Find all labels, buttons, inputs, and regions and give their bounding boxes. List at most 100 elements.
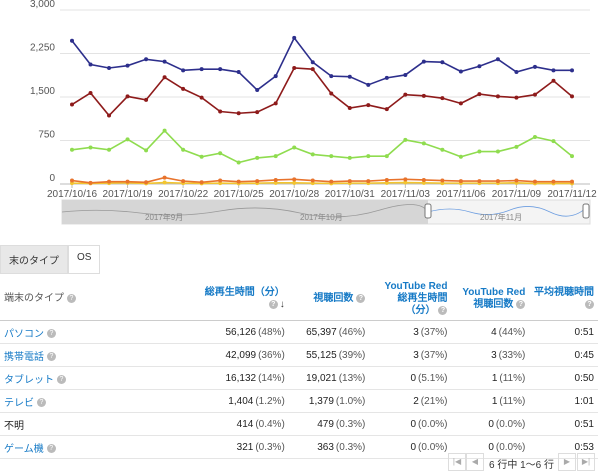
last-page-button[interactable]: ▶| (577, 453, 595, 471)
data-point (236, 160, 241, 165)
data-point (495, 179, 500, 184)
data-point (273, 177, 278, 182)
x-tick-label: 2017/10/31 (325, 189, 375, 200)
cell-percent: (1.2%) (255, 395, 285, 407)
data-point (255, 155, 260, 160)
cell-percent: (0.3%) (335, 441, 366, 453)
table-row: タブレット? 16,132 (14%) 19,021 (13%) 0 (5.1%) 1 (11%… (0, 366, 598, 390)
cell: 479 (0.3%) (288, 412, 370, 436)
data-point (477, 149, 482, 154)
data-point (310, 152, 315, 157)
data-point (107, 113, 112, 118)
data-point (403, 137, 408, 142)
page-info: 6 行中 1～6 行 (489, 460, 555, 471)
y-tick-label: 3,000 (30, 0, 55, 10)
row-label[interactable]: テレビ? (0, 389, 196, 413)
cell-value: 479 (317, 418, 334, 430)
navigator-line (61, 204, 429, 218)
data-point (144, 97, 149, 102)
cell-value: 321 (236, 441, 254, 453)
navigator: 2017年9月 2017年10月 2017年11月 (61, 199, 591, 225)
data-point (70, 147, 74, 152)
cell: 363 (0.3%) (288, 435, 370, 459)
row-label: 不明 (0, 412, 196, 436)
cell-percent: (13%) (338, 372, 366, 384)
data-point (70, 38, 74, 43)
header-text: YouTube Red 視聴回数 (462, 287, 526, 310)
data-point (144, 180, 149, 185)
cell: 1,404 (1.2%) (195, 389, 289, 413)
cell-percent: (0.0%) (495, 441, 526, 453)
column-header[interactable]: 総再生時間（分）? ↓ (195, 278, 289, 321)
cell-value: 0 (410, 441, 417, 453)
next-page-button[interactable]: ▶ (558, 453, 576, 471)
data-point (421, 141, 426, 146)
data-point (125, 63, 130, 68)
help-icon: ? (57, 375, 66, 385)
data-point (366, 103, 371, 108)
x-tick-label: 2017/10/22 (158, 189, 208, 200)
data-point (458, 101, 463, 106)
cell-value: 1:01 (574, 395, 594, 407)
row-label[interactable]: パソコン? (0, 320, 196, 344)
data-point (218, 109, 223, 114)
data-point (570, 94, 574, 99)
column-header[interactable]: 平均視聴時間? (529, 278, 598, 321)
cell-percent: (0.0%) (418, 418, 448, 430)
data-point (403, 177, 408, 182)
tab[interactable]: OS (68, 245, 101, 274)
data-point (570, 154, 574, 159)
table-row: パソコン? 56,126 (48%) 65,397 (46%) 3 (37%) 4 (44%) 0… (0, 320, 598, 344)
row-label[interactable]: ゲーム機? (0, 435, 196, 459)
header-text: 端末のタイプ (4, 293, 64, 304)
data-point (88, 90, 93, 95)
data-point (310, 178, 315, 183)
column-header[interactable]: 視聴回数? (288, 278, 370, 321)
cell: 2 (21%) (369, 389, 452, 413)
data-point (107, 179, 112, 184)
data-point (292, 66, 297, 70)
data-point (255, 88, 260, 93)
column-header[interactable]: YouTube Red 総再生時間（分）? (369, 278, 452, 321)
data-point (199, 180, 204, 185)
row-label[interactable]: 携帯電話? (0, 343, 196, 367)
data-point (384, 107, 389, 112)
prev-page-button[interactable]: ◀ (466, 453, 484, 471)
tab[interactable]: 末のタイプ (0, 245, 68, 274)
data-point (421, 93, 426, 98)
cell-value: 3 (413, 349, 419, 361)
cell-percent: (0.0%) (495, 418, 526, 430)
navigator-handle[interactable] (582, 203, 590, 219)
data-point (218, 67, 223, 72)
cell: 0:51 (529, 412, 598, 436)
row-label-text: 不明 (4, 420, 24, 432)
cell-value: 363 (317, 441, 334, 453)
cell: 321 (0.3%) (195, 435, 289, 459)
data-point (255, 179, 260, 184)
data-point (551, 139, 556, 144)
cell-value: 55,125 (306, 349, 337, 361)
table-row: 不明 414 (0.4%) 479 (0.3%) 0 (0.0%) 0 (0.0%) 0:51 (0, 412, 598, 436)
cell: 0 (0.0%) (369, 412, 452, 436)
data-point (514, 178, 519, 183)
cell-percent: (46%) (338, 326, 366, 338)
data-point (88, 62, 93, 67)
header-text: 総再生時間（分） (204, 287, 285, 298)
cell-percent: (1.0%) (335, 395, 366, 407)
data-point (347, 106, 352, 111)
data-point (181, 68, 186, 73)
navigator-handle[interactable] (424, 203, 432, 219)
row-label[interactable]: タブレット? (0, 366, 196, 390)
row-label-text: パソコン (4, 328, 44, 340)
data-point (366, 154, 371, 159)
data-point (495, 94, 500, 99)
navigator-mask (62, 200, 428, 224)
cell: 65,397 (46%) (288, 320, 370, 344)
cell-percent: (0.3%) (255, 441, 285, 453)
cell-percent: (11%) (499, 395, 526, 407)
cell: 0 (5.1%) (369, 366, 452, 390)
column-header[interactable]: YouTube Red 視聴回数? (451, 278, 530, 321)
cell: 3 (37%) (369, 343, 452, 367)
first-page-button[interactable]: |◀ (448, 453, 466, 471)
